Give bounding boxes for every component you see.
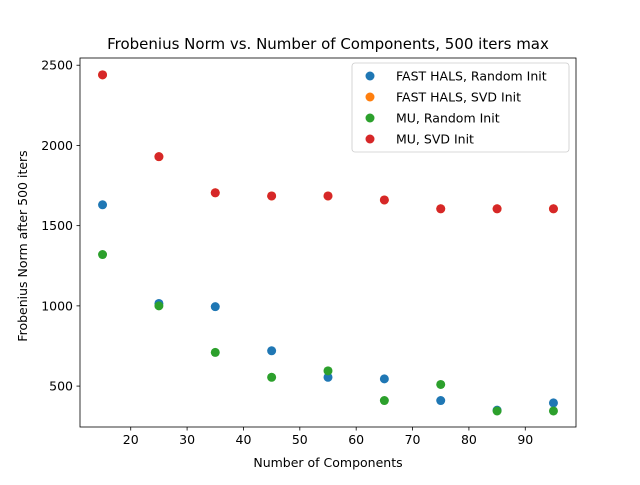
chart-title: Frobenius Norm vs. Number of Components,… <box>107 35 549 53</box>
data-point <box>154 301 164 311</box>
legend-box <box>351 62 570 153</box>
data-point <box>436 379 446 389</box>
x-tick-label: 20 <box>123 432 139 447</box>
x-tick-label: 90 <box>517 432 533 447</box>
data-point <box>267 346 277 356</box>
data-point <box>548 204 558 214</box>
data-point <box>98 250 108 260</box>
x-tick-label: 30 <box>179 432 195 447</box>
axes-frame <box>79 57 577 428</box>
data-point <box>548 398 558 408</box>
data-point <box>548 406 558 416</box>
data-point <box>210 302 220 312</box>
legend-marker-2 <box>365 92 375 102</box>
legend-marker-1 <box>365 71 375 81</box>
data-point <box>379 396 389 406</box>
data-point <box>323 191 333 201</box>
y-tick-label: 500 <box>49 379 73 394</box>
data-point <box>492 406 502 416</box>
data-point <box>436 204 446 214</box>
data-point <box>210 188 220 198</box>
data-point <box>323 366 333 376</box>
x-tick-label: 70 <box>405 432 421 447</box>
x-axis-label: Number of Components <box>253 455 402 470</box>
x-tick-label: 40 <box>236 432 252 447</box>
data-point <box>267 372 277 382</box>
legend-marker-3 <box>365 113 375 123</box>
series-1 <box>98 200 558 415</box>
x-tick-label: 60 <box>348 432 364 447</box>
legend-marker-4 <box>365 134 375 144</box>
data-point <box>436 396 446 406</box>
x-tick-label: 50 <box>292 432 308 447</box>
plot-area: 20 30 40 50 60 70 80 90 500 1000 1500 2000 2500 <box>41 57 577 447</box>
x-tick-label: 80 <box>461 432 477 447</box>
data-point <box>210 347 220 357</box>
y-tick-label: 2500 <box>41 58 73 73</box>
legend-label-4: MU, SVD Init <box>396 132 474 147</box>
y-tick-label: 2000 <box>41 138 73 153</box>
series-3 <box>98 250 558 416</box>
data-point <box>154 152 164 162</box>
data-point <box>379 195 389 205</box>
series-4 <box>98 70 558 214</box>
y-tick-label: 1500 <box>41 218 73 233</box>
data-point <box>267 191 277 201</box>
legend-label-1: FAST HALS, Random Init <box>396 69 547 84</box>
data-point <box>98 70 108 80</box>
legend-label-3: MU, Random Init <box>396 111 500 126</box>
y-tick-label: 1000 <box>41 298 73 313</box>
data-point <box>323 372 333 382</box>
legend: FAST HALS, Random Init FAST HALS, SVD Ini… <box>351 62 570 153</box>
data-point <box>379 374 389 384</box>
legend-label-2: FAST HALS, SVD Init <box>396 90 521 105</box>
y-axis-label: Frobenius Norm after 500 iters <box>15 150 30 341</box>
data-point <box>98 200 108 210</box>
data-point <box>492 204 502 214</box>
